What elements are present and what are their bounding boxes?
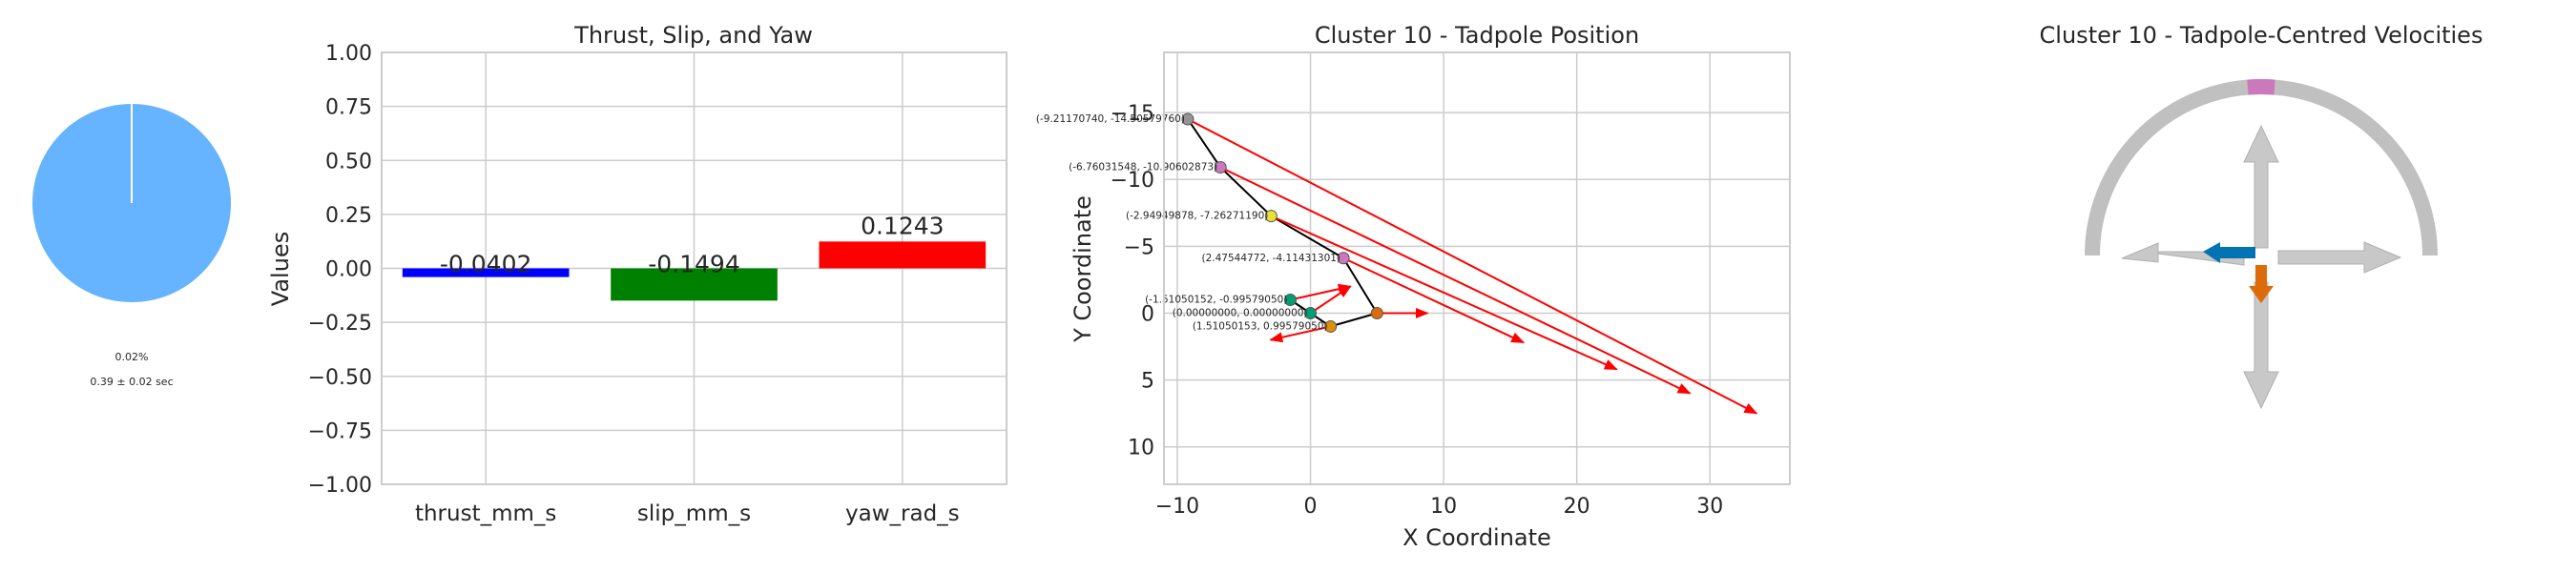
velocity-arrow [1219, 166, 1692, 395]
position-chart-frame [1163, 51, 1791, 485]
position-chart-ylabel: Y Coordinate [1070, 195, 1096, 343]
pos-xtick-label: 10 [1430, 495, 1457, 519]
position-point-label: (-2.94949878, -7.26271190) [1126, 211, 1268, 222]
position-point [1337, 252, 1350, 265]
bar-xtick-label: slip_mm_s [637, 501, 751, 526]
velocity-gauge-marker [2247, 79, 2275, 95]
bar-value-label: 0.1243 [861, 212, 944, 239]
pos-ytick-label: 10 [1128, 437, 1154, 460]
bar-ytick-label: −0.75 [308, 419, 372, 443]
pos-xtick-label: −10 [1155, 495, 1199, 519]
bar-xtick-label: thrust_mm_s [415, 501, 556, 526]
position-point [1304, 306, 1318, 319]
bar-chart: Thrust, Slip, and Yaw Values −1.00 −0.75 −… [267, 22, 1008, 526]
compass-arrow-left [2121, 242, 2245, 266]
bar-ytick-label: 0.50 [325, 150, 372, 174]
pie-time-label: 0.39 ± 0.02 sec [90, 376, 173, 388]
bar-ytick-label: −0.25 [308, 312, 372, 336]
pos-xtick-label: 0 [1304, 495, 1318, 519]
pie-panel: 0.02% 0.39 ± 0.02 sec [32, 104, 231, 388]
velocity-arrow [1269, 325, 1331, 343]
bar-ytick-label: −1.00 [308, 474, 372, 498]
bar-slip_mm_s [611, 268, 778, 301]
pos-ytick-label: −5 [1124, 235, 1154, 259]
pos-ytick-label: 5 [1141, 370, 1154, 394]
position-point [1264, 210, 1278, 223]
bar-thrust_mm_s [402, 268, 570, 277]
velocity-arrow [1342, 256, 1526, 344]
pos-ytick-label: −10 [1111, 169, 1154, 193]
position-point-label: (-6.76031548, -10.90602873) [1069, 162, 1217, 174]
compass-arrow-right [2277, 241, 2402, 274]
bar-value-label: -0.0402 [440, 251, 532, 278]
position-point-label: (0.00000000, 0.00000000) [1173, 307, 1308, 318]
pos-ytick-label: 0 [1141, 302, 1154, 326]
velocity-panel: Cluster 10 - Tadpole-Centred Velocities [2040, 22, 2483, 410]
velocity-arrow [1270, 214, 1618, 371]
position-point-label: (2.47544772, -4.11431301) [1201, 253, 1340, 264]
position-point-label: (-9.21170740, -14.50579760) [1036, 113, 1185, 125]
bar-ytick-label: 0.25 [325, 204, 372, 228]
pie-percent-label: 0.02% [115, 351, 149, 363]
velocity-arrow [1290, 283, 1352, 301]
position-point [1324, 319, 1338, 333]
velocity-vector-left [2203, 242, 2255, 263]
position-point [1214, 161, 1227, 174]
position-point [1370, 306, 1383, 319]
position-point-label: (1.51050153, 0.99579050) [1193, 320, 1328, 332]
compass-arrow-up [2243, 124, 2279, 249]
bar-chart-title: Thrust, Slip, and Yaw [573, 22, 813, 49]
position-point-label: (-1.51050152, -0.99579050) [1145, 295, 1287, 306]
bar-ytick-label: −0.50 [308, 366, 372, 390]
bar-xtick-label: yaw_rad_s [845, 501, 960, 526]
compass-arrow-down [2243, 281, 2279, 410]
velocity-panel-title: Cluster 10 - Tadpole-Centred Velocities [2040, 22, 2483, 49]
pos-xtick-label: 20 [1564, 495, 1590, 519]
position-chart-title: Cluster 10 - Tadpole Position [1315, 22, 1639, 49]
position-point [1283, 294, 1297, 307]
bar-chart-frame [381, 51, 1008, 485]
bar-chart-ylabel: Values [267, 232, 294, 306]
pos-ytick-label: −15 [1111, 102, 1154, 126]
position-point [1181, 112, 1195, 126]
bar-ytick-label: 0.00 [325, 258, 372, 282]
pos-xtick-label: 30 [1696, 495, 1723, 519]
velocity-arrow [1187, 118, 1758, 415]
position-chart-xlabel: X Coordinate [1402, 524, 1551, 551]
bar-value-label: -0.1494 [648, 251, 740, 278]
bar-ytick-label: 0.75 [325, 96, 372, 120]
bar-yaw_rad_s [819, 241, 987, 269]
bar-ytick-label: 1.00 [325, 42, 372, 66]
velocity-vector-down [2249, 265, 2274, 303]
position-chart: Cluster 10 - Tadpole Position X Coordina… [1036, 22, 1791, 551]
